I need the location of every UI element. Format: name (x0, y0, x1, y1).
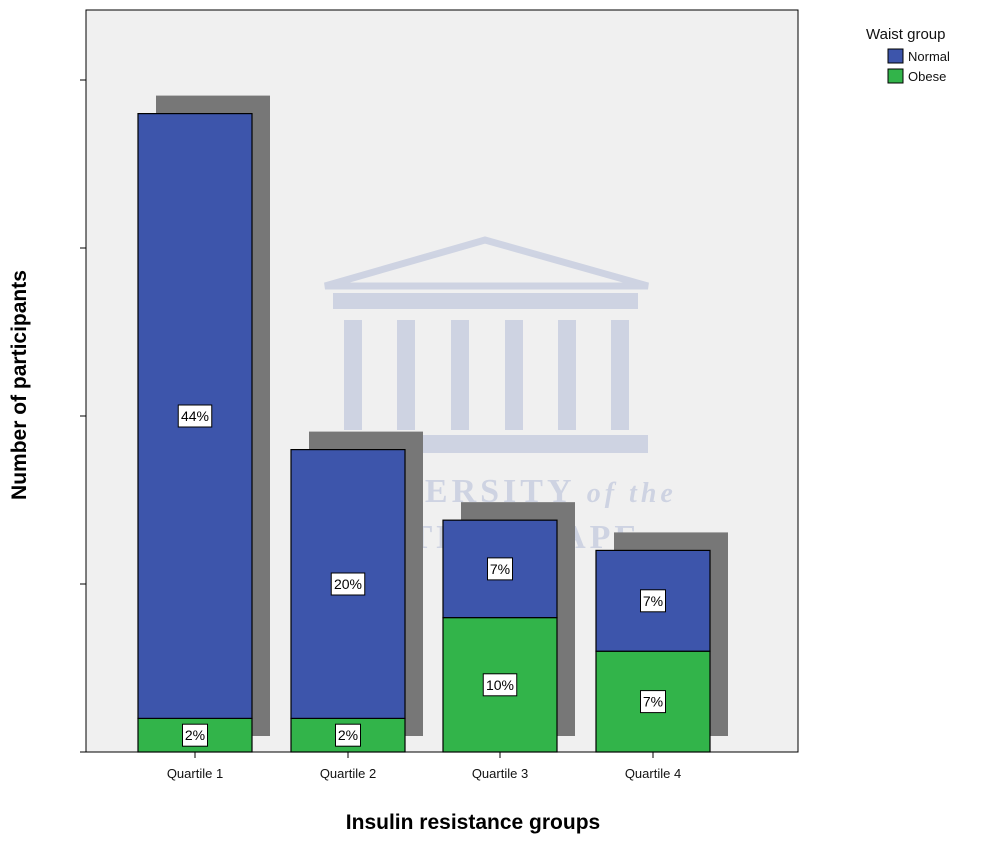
data-label-box (182, 723, 208, 747)
legend-label-obese: Obese (908, 69, 946, 84)
data-label-box (177, 404, 213, 428)
x-tick-label: Quartile 4 (625, 766, 681, 781)
data-label-box (640, 690, 666, 714)
x-axis: Quartile 1 Quartile 2 Quartile 3 Quartile 4 (167, 752, 681, 781)
watermark-column (558, 320, 576, 430)
data-label: 7% (490, 561, 510, 577)
legend: Waist group Normal Obese (866, 26, 950, 84)
data-label: 20% (334, 576, 362, 592)
data-label-box (330, 572, 366, 596)
data-label: 10% (486, 677, 514, 693)
data-label: 7% (643, 593, 663, 609)
data-label: 7% (643, 694, 663, 710)
data-label: 2% (338, 727, 358, 743)
watermark-pediment (324, 236, 649, 290)
data-label-box (640, 589, 666, 613)
y-axis (80, 79, 86, 753)
watermark-entablature (333, 293, 638, 309)
watermark-column (451, 320, 469, 430)
legend-title: Waist group (866, 26, 945, 43)
data-labels: 2% 44% 2% 20% 10% 7% 7% 7% (177, 404, 666, 747)
x-tick-label: Quartile 1 (167, 766, 223, 781)
legend-swatch-normal (887, 48, 904, 64)
legend-label-normal: Normal (908, 49, 950, 64)
x-tick-label: Quartile 2 (320, 766, 376, 781)
watermark-column (505, 320, 523, 430)
data-label-box (487, 557, 513, 581)
watermark-column (611, 320, 629, 430)
data-label: 44% (181, 408, 209, 424)
data-label-box (482, 673, 518, 697)
watermark-column (397, 320, 415, 430)
data-label-box (335, 723, 361, 747)
x-tick-label: Quartile 3 (472, 766, 528, 781)
legend-swatch-obese (887, 68, 904, 84)
y-axis-title: Number of participants (8, 270, 31, 500)
data-label: 2% (185, 727, 205, 743)
x-axis-title: Insulin resistance groups (346, 811, 600, 834)
watermark-column (344, 320, 362, 430)
